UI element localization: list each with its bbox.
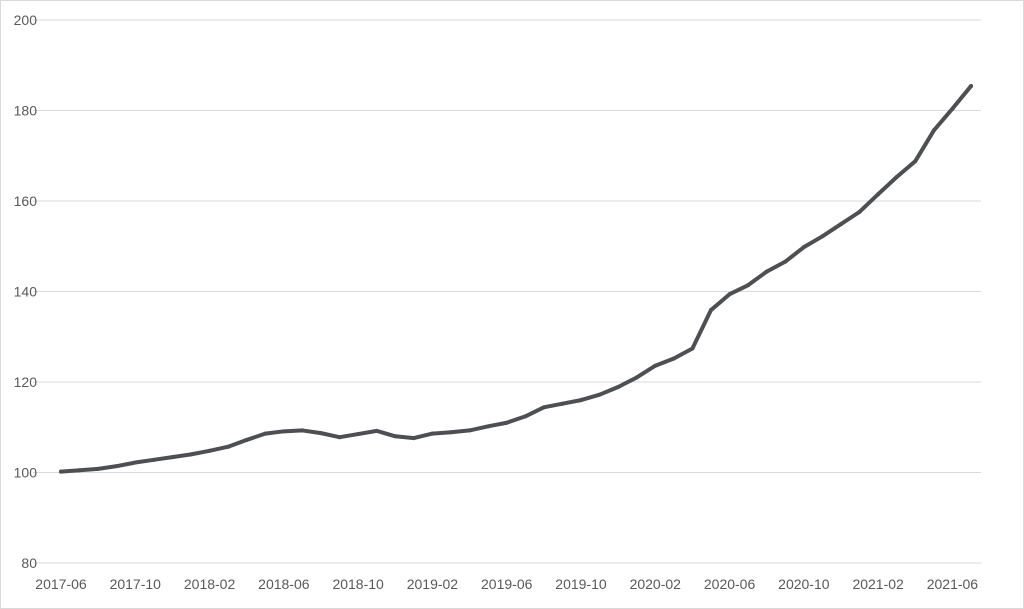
data-point	[170, 455, 175, 460]
data-point	[746, 283, 751, 288]
y-tick-label: 120	[14, 374, 38, 390]
data-point	[560, 401, 565, 406]
data-point	[319, 431, 323, 436]
data-point	[374, 428, 379, 433]
data-point	[801, 245, 806, 250]
x-tick-label: 2020-02	[630, 576, 682, 592]
data-point	[820, 234, 825, 239]
y-tick-label: 140	[14, 284, 38, 300]
data-point	[671, 356, 676, 361]
data-point	[857, 209, 862, 214]
data-point	[486, 424, 491, 429]
gridlines	[33, 19, 981, 564]
x-tick-label: 2019-10	[555, 576, 607, 592]
y-tick-label: 100	[14, 465, 38, 481]
data-point	[151, 457, 156, 462]
data-point	[133, 460, 138, 465]
y-tick-label: 80	[21, 555, 37, 571]
data-point	[411, 436, 416, 441]
data-point	[189, 452, 193, 457]
data-point	[393, 434, 398, 439]
x-tick-label: 2017-06	[35, 576, 87, 592]
x-axis-tick-labels: 2017-06 2017-10 2018-02 2018-06 2018-10 2019-…	[35, 576, 978, 592]
data-point	[96, 466, 101, 471]
x-tick-label: 2019-06	[481, 576, 533, 592]
x-tick-label: 2021-06	[927, 576, 979, 592]
y-tick-label: 160	[14, 193, 38, 209]
x-tick-label: 2019-02	[407, 576, 459, 592]
data-point	[634, 375, 639, 380]
data-point	[226, 444, 231, 449]
data-point	[430, 431, 435, 436]
data-point	[207, 448, 212, 453]
y-tick-label: 180	[14, 103, 38, 119]
data-point	[783, 259, 788, 264]
data-point	[727, 292, 732, 297]
data-point	[356, 432, 361, 437]
data-point	[931, 128, 936, 133]
data-point	[449, 430, 453, 435]
x-tick-label: 2017-10	[110, 576, 162, 592]
data-point	[467, 428, 472, 433]
y-tick-label: 200	[14, 12, 38, 28]
data-point	[281, 429, 286, 434]
series-group	[59, 84, 973, 474]
data-point	[114, 464, 119, 469]
data-point	[969, 84, 973, 89]
data-point	[579, 398, 583, 403]
x-tick-label: 2018-06	[258, 576, 310, 592]
data-point	[523, 414, 528, 419]
x-tick-label: 2021-02	[852, 576, 904, 592]
data-point	[77, 468, 82, 473]
x-tick-label: 2018-10	[332, 576, 384, 592]
x-tick-label: 2020-06	[704, 576, 756, 592]
data-point	[839, 222, 843, 227]
data-point	[504, 420, 509, 425]
y-axis-tick-labels: 80 100 120 140 160 180 200	[14, 12, 38, 571]
data-point	[597, 392, 602, 397]
data-point	[690, 346, 695, 351]
data-point	[709, 308, 713, 313]
data-point	[913, 159, 918, 164]
x-tick-label: 2018-02	[184, 576, 236, 592]
data-point	[764, 269, 769, 274]
data-point	[950, 106, 955, 111]
data-point	[59, 469, 63, 474]
data-point	[653, 363, 658, 368]
series-line-0	[59, 84, 973, 474]
data-point	[244, 437, 249, 442]
data-point	[337, 435, 342, 440]
data-point	[263, 431, 268, 436]
data-point	[894, 175, 899, 180]
data-point	[300, 428, 305, 433]
x-tick-label: 2020-10	[778, 576, 830, 592]
data-point	[616, 384, 621, 389]
data-point	[541, 405, 546, 410]
data-point	[876, 192, 881, 197]
